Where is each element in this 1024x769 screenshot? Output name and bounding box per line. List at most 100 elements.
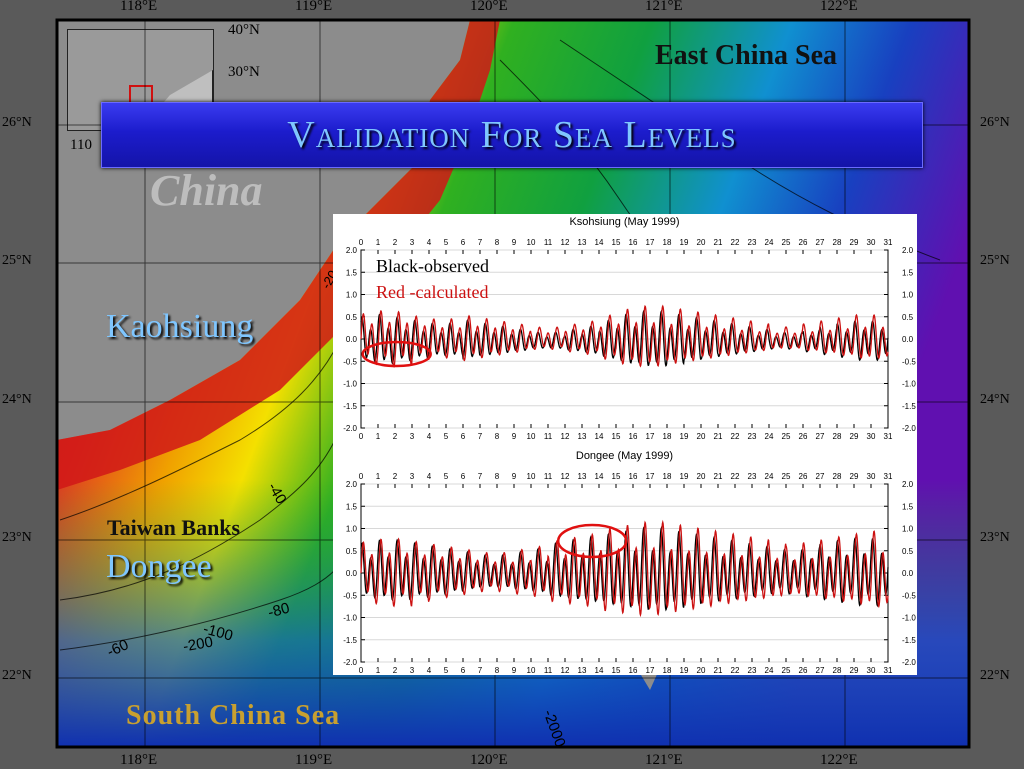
lat-label: 26°N [2, 115, 32, 130]
slide-title: Validation For Sea Levels [287, 114, 737, 156]
x-tick-label-bottom: 9 [512, 432, 517, 441]
x-tick-label-top: 17 [646, 238, 655, 247]
lon-label: 120°E [470, 0, 508, 14]
y-tick-label-right: 0.5 [902, 313, 914, 322]
x-tick-label-top: 0 [359, 238, 364, 247]
y-tick-label: 2.0 [346, 246, 358, 255]
chart-title: Dongee (May 1999) [576, 450, 673, 462]
x-tick-label-bottom: 25 [782, 666, 791, 675]
lon-label: 120°E [470, 752, 508, 768]
x-tick-label-top: 17 [646, 472, 655, 481]
x-tick-label-bottom: 18 [663, 666, 672, 675]
x-tick-label-top: 29 [850, 238, 859, 247]
x-tick-label-top: 11 [544, 238, 553, 247]
lon-label: 122°E [820, 0, 858, 14]
x-tick-label-top: 23 [748, 472, 757, 481]
x-tick-label-top: 12 [561, 238, 570, 247]
x-tick-label-bottom: 15 [612, 432, 621, 441]
series-line-calculated [360, 304, 889, 368]
y-tick-label-right: 0.0 [902, 569, 914, 578]
x-tick-label-top: 21 [714, 472, 723, 481]
x-tick-label-top: 3 [410, 472, 415, 481]
y-tick-label: 0.5 [346, 313, 358, 322]
x-tick-label-bottom: 12 [561, 666, 570, 675]
x-tick-label-bottom: 17 [646, 666, 655, 675]
x-tick-label-bottom: 5 [444, 432, 449, 441]
lon-label: 121°E [645, 752, 683, 768]
highlight-ellipse [556, 523, 628, 559]
taiwan-banks-label: Taiwan Banks [107, 515, 241, 540]
x-tick-label-bottom: 7 [478, 666, 483, 675]
x-tick-label-top: 27 [816, 238, 825, 247]
china-label: China [150, 166, 263, 215]
lat-label: 26°N [980, 115, 1010, 130]
x-tick-label-top: 11 [544, 472, 553, 481]
x-tick-label-top: 29 [850, 472, 859, 481]
y-tick-label-right: -2.0 [902, 658, 916, 667]
y-tick-label-right: -0.5 [902, 591, 916, 600]
x-tick-label-top: 24 [765, 238, 774, 247]
lat-label: 23°N [980, 530, 1010, 545]
y-tick-label: 1.5 [346, 268, 358, 277]
x-tick-label-top: 18 [663, 472, 672, 481]
y-tick-label-right: 0.0 [902, 335, 914, 344]
x-tick-label-top: 0 [359, 472, 364, 481]
y-tick-label-right: -1.5 [902, 402, 916, 411]
x-tick-label-bottom: 6 [461, 666, 466, 675]
x-tick-label-top: 5 [444, 238, 449, 247]
x-tick-label-top: 24 [765, 472, 774, 481]
x-tick-label-bottom: 6 [461, 432, 466, 441]
x-tick-label-bottom: 14 [595, 432, 604, 441]
x-tick-label-bottom: 29 [850, 666, 859, 675]
x-tick-label-bottom: 28 [833, 666, 842, 675]
x-tick-label-bottom: 13 [578, 432, 587, 441]
x-tick-label-top: 4 [427, 472, 432, 481]
x-tick-label-bottom: 1 [376, 432, 381, 441]
x-tick-label-bottom: 2 [393, 432, 398, 441]
y-tick-label-right: 1.5 [902, 268, 914, 277]
y-tick-label: 0.5 [346, 547, 358, 556]
y-tick-label-right: 1.0 [902, 525, 914, 534]
highlight-ellipse [361, 340, 432, 368]
y-tick-label: 0.0 [346, 335, 358, 344]
x-tick-label-bottom: 18 [663, 432, 672, 441]
x-tick-label-top: 31 [884, 472, 893, 481]
lon-label: 121°E [645, 0, 683, 14]
x-tick-label-bottom: 30 [867, 666, 876, 675]
x-tick-label-bottom: 3 [410, 432, 415, 441]
tide-charts: Ksohsiung (May 1999) 2.0 1.5 1.0 0.5 0.0 -0.5 -… [343, 216, 916, 675]
y-tick-label-right: 2.0 [902, 246, 914, 255]
x-tick-label-top: 6 [461, 472, 466, 481]
x-tick-label-top: 19 [680, 238, 689, 247]
x-tick-label-top: 20 [697, 472, 706, 481]
y-tick-label-right: -2.0 [902, 424, 916, 433]
x-tick-label-top: 28 [833, 472, 842, 481]
y-tick-label: 1.0 [346, 525, 358, 534]
x-tick-label-top: 8 [495, 472, 500, 481]
y-tick-label-right: -1.0 [902, 380, 916, 389]
x-tick-label-bottom: 30 [867, 432, 876, 441]
x-tick-label-top: 30 [867, 238, 876, 247]
x-tick-label-bottom: 2 [393, 666, 398, 675]
lat-label: 25°N [2, 253, 32, 268]
lat-label: 22°N [980, 668, 1010, 683]
x-tick-label-bottom: 19 [680, 666, 689, 675]
x-tick-label-top: 4 [427, 238, 432, 247]
x-tick-label-bottom: 27 [816, 432, 825, 441]
x-tick-label-bottom: 27 [816, 666, 825, 675]
y-tick-label: 0.0 [346, 569, 358, 578]
x-tick-label-bottom: 1 [376, 666, 381, 675]
x-tick-label-top: 26 [799, 472, 808, 481]
x-tick-label-bottom: 21 [714, 666, 723, 675]
x-tick-label-top: 14 [595, 472, 604, 481]
station-label-dongee: Dongee [106, 548, 212, 585]
x-tick-label-top: 28 [833, 238, 842, 247]
y-tick-label-right: 1.0 [902, 291, 914, 300]
x-tick-label-top: 15 [612, 238, 621, 247]
legend-calculated: Red -calculated [376, 282, 489, 302]
x-tick-label-bottom: 29 [850, 432, 859, 441]
lat-label: 22°N [2, 668, 32, 683]
y-tick-label-right: 1.5 [902, 502, 914, 511]
y-tick-label: -1.5 [343, 636, 357, 645]
series-line-calculated [360, 519, 889, 618]
